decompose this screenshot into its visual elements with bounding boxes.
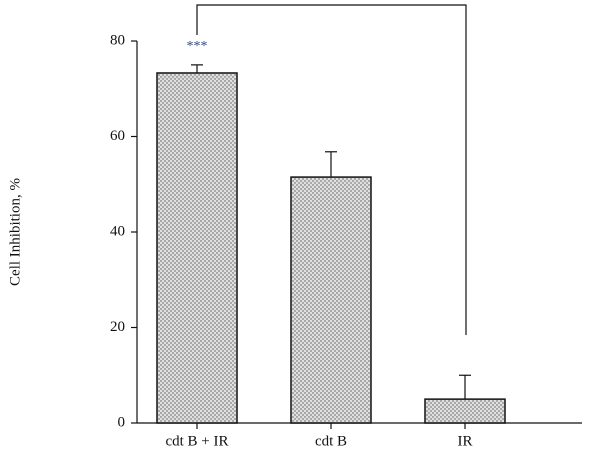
x-tick-label: IR <box>458 433 473 449</box>
bar <box>290 176 372 424</box>
x-tick-label: cdt B + IR <box>165 433 228 449</box>
y-tick-label: 20 <box>110 319 125 335</box>
y-tick-label: 60 <box>110 128 125 144</box>
x-tick-label: cdt B <box>315 433 347 449</box>
bar <box>156 72 238 424</box>
significance-bracket <box>196 4 467 335</box>
y-tick-label: 40 <box>110 223 125 239</box>
annotation: *** <box>187 39 208 54</box>
y-tick-label: 80 <box>110 32 125 48</box>
bar <box>424 398 506 424</box>
y-tick-label: 0 <box>118 414 126 430</box>
y-axis-label: Cell Inhibition, % <box>7 178 23 286</box>
